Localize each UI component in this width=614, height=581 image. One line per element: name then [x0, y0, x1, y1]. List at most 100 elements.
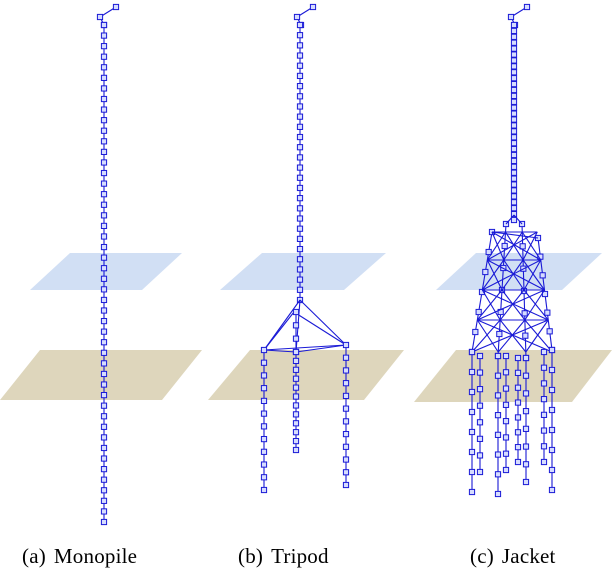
structural-node — [510, 110, 518, 117]
structural-node — [293, 13, 301, 21]
structural-node — [510, 63, 518, 70]
water-plane — [30, 253, 182, 290]
structural-node — [510, 216, 518, 224]
structural-node — [476, 468, 484, 476]
structural-node — [522, 408, 530, 415]
structural-node — [100, 434, 108, 441]
structural-node — [342, 392, 350, 400]
structural-node — [100, 169, 108, 177]
structural-node — [494, 490, 502, 498]
structural-node — [100, 95, 108, 103]
structural-node — [100, 402, 108, 409]
structural-node — [540, 348, 548, 356]
structural-node — [548, 366, 556, 374]
structural-node — [292, 446, 300, 454]
structural-node — [494, 372, 502, 379]
brace-member — [295, 344, 347, 353]
structural-node — [296, 174, 304, 181]
structural-node — [523, 3, 531, 11]
cross-brace — [497, 319, 526, 353]
structural-node — [510, 157, 518, 165]
structural-node — [510, 199, 518, 206]
structural-node — [522, 461, 530, 468]
structural-node — [100, 423, 108, 430]
structural-node — [260, 423, 268, 430]
structural-node — [510, 140, 518, 147]
structural-node — [548, 346, 556, 354]
structural-node — [522, 390, 530, 397]
structural-node — [100, 328, 108, 335]
structural-node — [100, 339, 108, 346]
structural-node — [514, 384, 522, 391]
structural-node — [510, 210, 518, 218]
structural-node — [296, 164, 304, 171]
structural-node — [502, 352, 510, 360]
structural-node — [100, 191, 108, 198]
structural-node — [100, 265, 108, 272]
structural-node — [260, 486, 268, 494]
cross-brace — [524, 289, 545, 321]
structural-node — [100, 254, 108, 261]
structural-node — [539, 272, 546, 279]
structural-node — [544, 309, 551, 316]
cross-brace — [501, 289, 526, 321]
structural-node — [502, 401, 510, 408]
structural-node — [100, 127, 108, 134]
structural-node — [260, 448, 268, 455]
structural-node — [100, 317, 108, 325]
structural-node — [522, 354, 530, 362]
structural-node — [514, 414, 522, 421]
structural-node — [292, 357, 300, 365]
structural-node — [540, 396, 548, 403]
transition-member — [513, 214, 523, 225]
structural-node — [260, 359, 268, 366]
structural-node — [510, 57, 518, 64]
structural-node — [510, 98, 518, 105]
cross-brace — [477, 319, 553, 353]
structural-node — [260, 346, 268, 354]
structural-node — [510, 116, 518, 123]
caption-jacket: (c) Jacket — [470, 544, 556, 569]
structural-node — [548, 486, 556, 494]
cross-brace — [491, 231, 542, 261]
structural-node — [100, 370, 108, 378]
structural-node — [296, 195, 304, 202]
structural-node — [510, 86, 518, 94]
structural-node — [112, 3, 120, 11]
structural-node — [342, 367, 350, 374]
structural-node — [296, 154, 304, 161]
cross-brace — [481, 289, 501, 321]
transition-member — [505, 214, 515, 225]
brace-member — [293, 311, 347, 346]
brace-member — [263, 344, 347, 351]
structural-node — [510, 92, 518, 100]
structural-node — [510, 33, 518, 40]
brace-member — [263, 311, 295, 351]
cross-brace — [523, 289, 549, 321]
structural-node — [309, 3, 317, 11]
structural-node — [100, 138, 108, 145]
structural-node — [548, 466, 556, 474]
structural-node — [510, 169, 518, 176]
structural-node — [296, 133, 304, 141]
structural-node — [510, 145, 518, 153]
structural-node — [494, 431, 502, 438]
structural-node — [494, 392, 502, 399]
structural-node — [522, 478, 530, 486]
structural-node — [100, 159, 108, 166]
structural-node — [482, 268, 489, 276]
structural-node — [540, 364, 548, 371]
structural-node — [514, 354, 522, 362]
structural-node — [100, 43, 108, 50]
structural-node — [292, 411, 300, 418]
structural-node — [100, 53, 108, 60]
structural-node — [510, 75, 518, 82]
structural-node — [510, 39, 518, 46]
structural-node — [296, 123, 304, 130]
structural-node — [292, 322, 300, 329]
structural-node — [100, 413, 108, 420]
structural-node — [502, 369, 510, 376]
structural-node — [100, 106, 108, 113]
structural-node — [510, 134, 518, 141]
structural-node — [292, 375, 300, 382]
